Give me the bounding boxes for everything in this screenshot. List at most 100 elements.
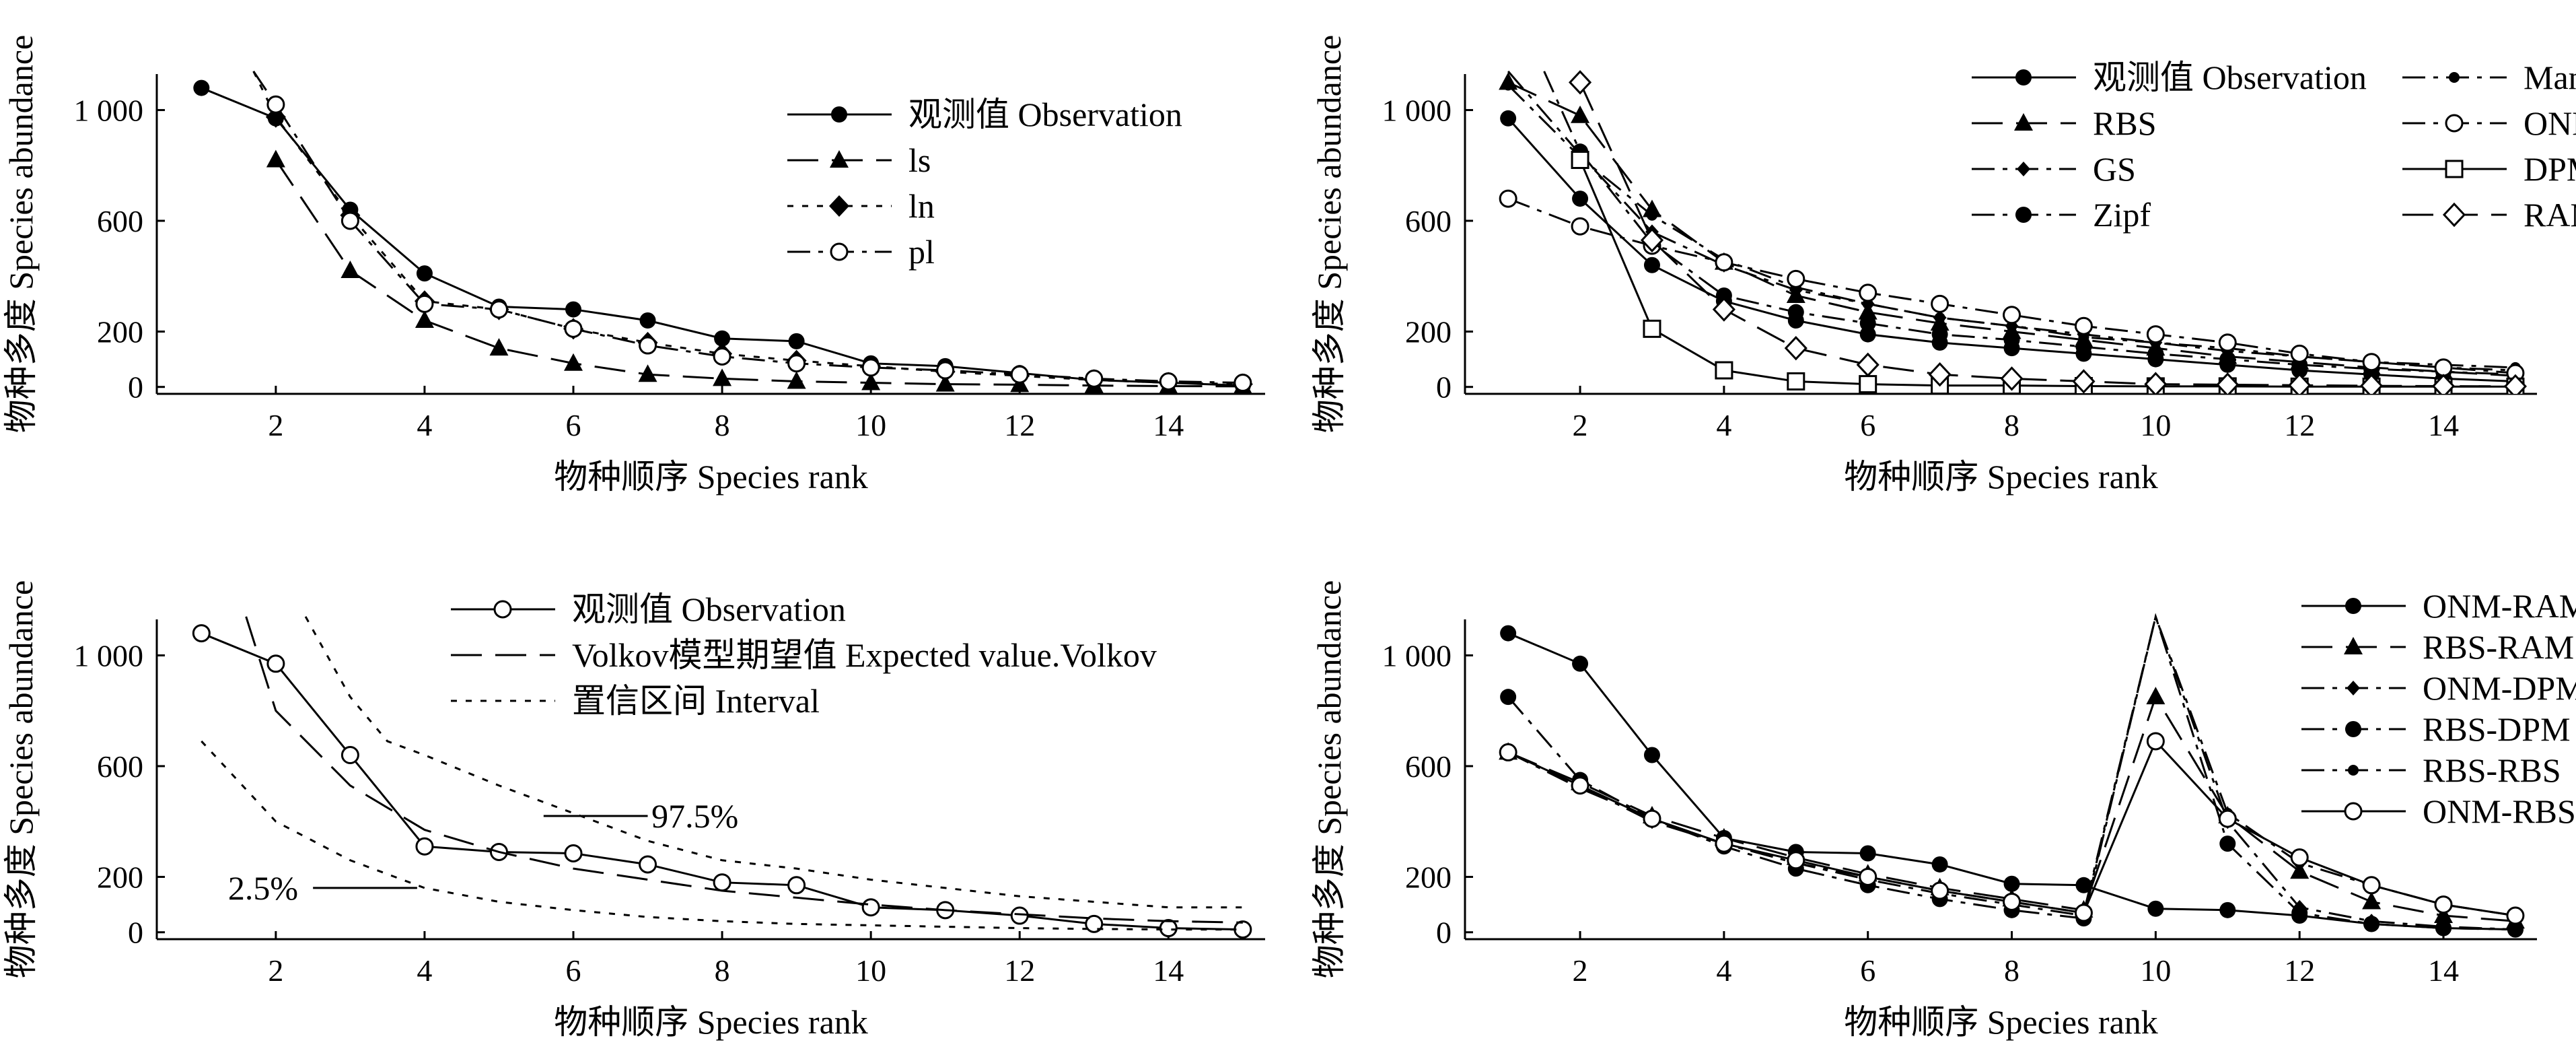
- data-point: [1787, 304, 1804, 320]
- legend-entry: RBS-RBS: [2301, 751, 2561, 789]
- data-point: [2072, 369, 2096, 394]
- legend-entry: ls: [787, 141, 931, 179]
- legend-marker: [493, 600, 512, 619]
- x-tick-label: 6: [1860, 953, 1875, 988]
- data-point: [415, 837, 434, 856]
- legend-marker: [2344, 637, 2363, 654]
- data-point: [2146, 687, 2166, 705]
- x-tick-label: 8: [2004, 953, 2019, 988]
- y-tick-label: 1 000: [74, 638, 144, 673]
- data-point: [1500, 110, 1517, 127]
- x-tick-label: 12: [1004, 408, 1035, 442]
- data-point: [2288, 373, 2312, 394]
- legend-label: ls: [908, 141, 931, 179]
- data-point: [1931, 326, 1948, 343]
- data-point: [713, 873, 731, 892]
- data-point: [2216, 372, 2240, 394]
- series-line-5: [1507, 613, 2516, 917]
- data-point: [1643, 747, 1660, 763]
- x-tick-label: 6: [566, 953, 581, 988]
- legend-label: GS: [2093, 150, 2136, 188]
- data-point: [565, 301, 582, 318]
- data-point: [1787, 269, 1805, 288]
- data-point: [2434, 906, 2454, 924]
- series-line-2: [1507, 694, 2516, 922]
- y-axis-label: 物种多度 Species abundance: [2, 35, 40, 434]
- data-point: [341, 211, 359, 230]
- legend-entry: 观测值 Observation: [451, 590, 846, 628]
- data-point: [2146, 325, 2165, 344]
- data-point: [861, 898, 880, 917]
- data-point: [193, 79, 210, 96]
- annotation-2-5: 2.5%: [228, 869, 298, 907]
- data-point: [639, 855, 657, 874]
- legend-marker: [2449, 72, 2460, 83]
- legend-entry: ONM: [2402, 104, 2576, 142]
- series-line-7: [1579, 159, 2515, 388]
- y-tick-label: 600: [97, 749, 143, 784]
- data-point: [2291, 904, 2308, 921]
- chart-panel-4: 2 4 6 8 10 12 14 0 200 600 1 000 物种顺序 Species rank 物…: [1310, 580, 2576, 1041]
- data-point: [564, 319, 583, 338]
- data-point: [266, 149, 285, 168]
- data-point: [2219, 901, 2236, 918]
- data-point: [1233, 374, 1252, 393]
- data-point: [415, 294, 434, 313]
- plot-area: [193, 71, 1253, 394]
- data-point: [1787, 372, 1805, 390]
- x-tick-label: 8: [2004, 408, 2019, 442]
- data-point: [639, 336, 657, 355]
- legend-entry: RBS: [1972, 104, 2157, 142]
- x-tick-label: 14: [2428, 408, 2459, 442]
- data-point: [266, 95, 285, 114]
- legend-entry: 置信区间 Interval: [451, 682, 820, 720]
- legend-label: Volkov模型期望值 Expected value.Volkov: [572, 636, 1157, 674]
- y-tick-label: 200: [97, 860, 143, 894]
- y-tick-label: 200: [97, 314, 143, 349]
- x-tick-label: 2: [1573, 953, 1588, 988]
- data-point: [2146, 732, 2165, 751]
- interval-annotations: 97.5% 2.5%: [228, 797, 738, 907]
- legend-entry: Mand: [2402, 59, 2576, 96]
- data-point: [1503, 79, 1514, 91]
- x-axis-label: 物种顺序 Species rank: [554, 458, 868, 496]
- legend-entry: ONM-RAM: [2301, 587, 2576, 625]
- legend-label: RAM: [2524, 196, 2576, 234]
- x-axis-label: 物种顺序 Species rank: [1844, 458, 2158, 496]
- data-point: [1859, 375, 1877, 394]
- data-point: [1643, 809, 1661, 828]
- x-tick-label: 14: [1153, 408, 1184, 442]
- data-point: [2218, 809, 2237, 828]
- data-point: [2075, 339, 2092, 355]
- legend-entry: 观测值 Observation: [1972, 59, 2367, 96]
- data-point: [1859, 845, 1876, 862]
- y-tick-label: 0: [1436, 370, 1452, 405]
- y-axis-label: 物种多度 Species abundance: [1310, 35, 1348, 434]
- y-axis-label: 物种多度 Species abundance: [2, 580, 40, 979]
- data-point: [1931, 881, 1949, 900]
- legend-label: 置信区间 Interval: [572, 682, 820, 720]
- x-tick-label: 4: [417, 953, 432, 988]
- legend-entry: RBS-RAM: [2301, 628, 2574, 666]
- x-tick-label: 4: [1716, 953, 1731, 988]
- data-point: [2219, 836, 2236, 852]
- data-point: [2075, 877, 2092, 893]
- plot-area: [1499, 613, 2525, 938]
- data-point: [2000, 366, 2024, 391]
- data-point: [1159, 919, 1178, 938]
- legend-entry: ONM-DPM: [2301, 669, 2576, 707]
- data-point: [787, 876, 806, 895]
- legend-label: RBS: [2093, 104, 2157, 142]
- data-point: [2003, 875, 2020, 892]
- y-tick-label: 0: [128, 370, 143, 405]
- legend-label: ONM-RAM: [2423, 587, 2576, 625]
- legend-marker: [829, 195, 849, 217]
- x-tick-label: 10: [2140, 953, 2171, 988]
- data-point: [2290, 861, 2310, 879]
- data-point: [1571, 105, 1590, 123]
- data-point: [1233, 920, 1252, 939]
- data-point: [1500, 625, 1517, 642]
- y-tick-label: 1 000: [1382, 638, 1452, 673]
- legend-marker: [2348, 765, 2359, 776]
